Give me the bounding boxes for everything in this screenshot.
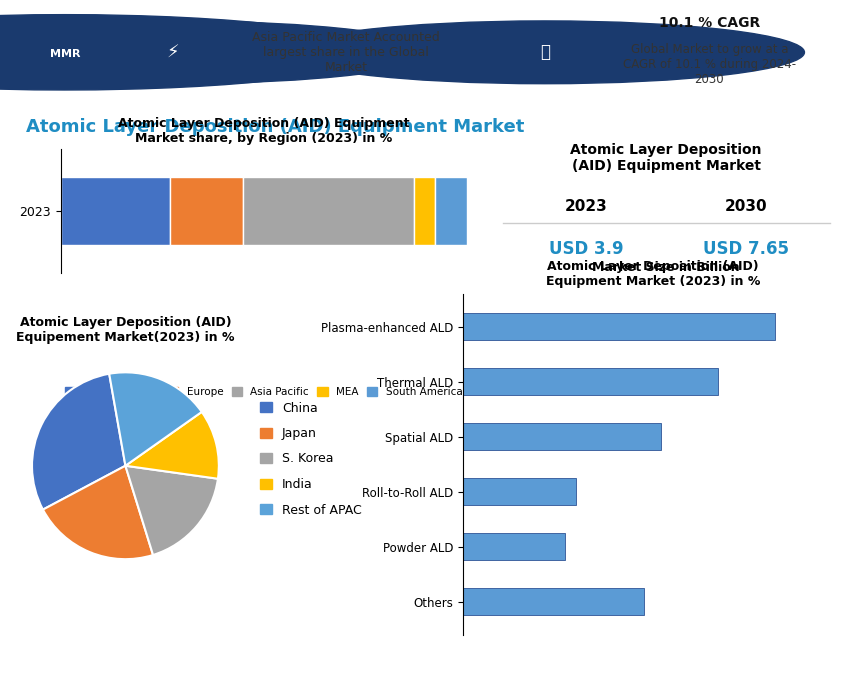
Wedge shape <box>125 466 218 555</box>
Title: Atomic Layer Deposition (AID) Equipment
Market share, by Region (2023) in %: Atomic Layer Deposition (AID) Equipment … <box>119 117 409 144</box>
Bar <box>414 177 434 245</box>
Text: 10.1 % CAGR: 10.1 % CAGR <box>658 16 760 30</box>
Bar <box>244 177 414 245</box>
Bar <box>463 423 662 450</box>
Wedge shape <box>109 373 202 466</box>
Circle shape <box>0 21 432 84</box>
Text: 2030: 2030 <box>725 199 767 214</box>
Text: Asia Pacific Market Accounted
largest share in the Global
Market: Asia Pacific Market Accounted largest sh… <box>252 31 440 74</box>
Text: MMR: MMR <box>49 49 80 59</box>
Bar <box>434 177 467 245</box>
Text: USD 3.9: USD 3.9 <box>548 240 624 258</box>
Bar <box>463 533 565 560</box>
Text: 2023: 2023 <box>565 199 607 214</box>
Bar <box>463 478 576 506</box>
Text: USD 7.65: USD 7.65 <box>703 240 789 258</box>
Title: Atomic Layer Deposition (AID)
Equipement Market(2023) in %: Atomic Layer Deposition (AID) Equipement… <box>16 316 234 344</box>
Title: Atomic Layer Deposition (AID)
Equipment Market (2023) in %: Atomic Layer Deposition (AID) Equipment … <box>546 261 760 288</box>
Circle shape <box>0 15 376 90</box>
Text: Atomic Layer Deposition (AID) Equipment Market: Atomic Layer Deposition (AID) Equipment … <box>26 117 524 136</box>
Bar <box>463 588 644 615</box>
Wedge shape <box>125 412 219 479</box>
Legend: China, Japan, S. Korea, India, Rest of APAC: China, Japan, S. Korea, India, Rest of A… <box>257 399 364 519</box>
Bar <box>170 177 244 245</box>
Bar <box>463 368 718 396</box>
Circle shape <box>285 21 804 84</box>
Legend: North America, Europe, Asia Pacific, MEA, South America: North America, Europe, Asia Pacific, MEA… <box>63 385 465 400</box>
Text: Global Market to grow at a
CAGR of 10.1 % during 2024-
2030: Global Market to grow at a CAGR of 10.1 … <box>623 43 796 86</box>
Text: Market Size in Billion: Market Size in Billion <box>593 261 740 275</box>
Text: ⚡: ⚡ <box>167 43 179 61</box>
Text: Atomic Layer Deposition
(AID) Equipment Market: Atomic Layer Deposition (AID) Equipment … <box>570 142 762 173</box>
Wedge shape <box>32 374 125 510</box>
Bar <box>463 313 775 340</box>
Text: 🔥: 🔥 <box>540 43 550 61</box>
Wedge shape <box>43 466 153 559</box>
Bar <box>61 177 170 245</box>
